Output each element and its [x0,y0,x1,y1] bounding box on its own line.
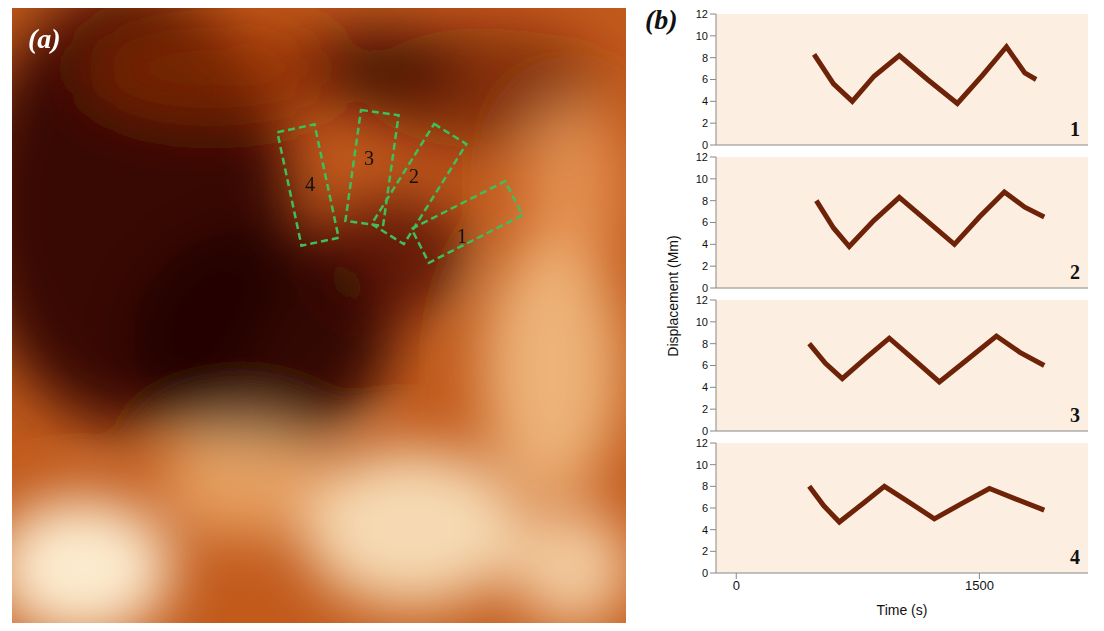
svg-text:12: 12 [696,8,708,20]
svg-text:4: 4 [702,381,708,393]
svg-text:4: 4 [702,238,708,250]
html-text:Displacement (Mm): Displacement (Mm) [665,235,681,357]
svg-text:0: 0 [702,425,708,437]
svg-text:2: 2 [702,403,708,415]
svg-text:4: 4 [702,95,708,107]
svg-text:10: 10 [696,30,708,42]
svg-text:8: 8 [702,338,708,350]
svg-text:6: 6 [702,359,708,371]
html-text:1: 1 [1070,118,1080,140]
svg-text:10: 10 [696,459,708,471]
svg-text:2: 2 [702,117,708,129]
svg-text:12: 12 [696,294,708,306]
svg-text:(a): (a) [28,23,61,54]
svg-text:10: 10 [696,316,708,328]
svg-text:8: 8 [702,195,708,207]
svg-text:6: 6 [702,73,708,85]
svg-text:6: 6 [702,216,708,228]
svg-text:0: 0 [702,567,708,579]
svg-text:12: 12 [696,151,708,163]
svg-text:8: 8 [702,52,708,64]
svg-text:1: 1 [457,225,467,247]
html-text:4: 4 [1070,546,1080,568]
svg-text:3: 3 [364,147,374,169]
svg-text:Time (s): Time (s) [877,602,928,618]
svg-text:2: 2 [409,165,419,187]
svg-text:0: 0 [702,139,708,151]
svg-text:4: 4 [305,173,315,195]
svg-text:1500: 1500 [965,578,994,593]
html-text:3: 3 [1070,404,1080,426]
svg-text:0: 0 [733,578,740,593]
html-text:(b): (b) [645,4,678,35]
svg-text:4: 4 [702,524,708,536]
svg-text:2: 2 [702,260,708,272]
svg-text:12: 12 [696,437,708,449]
svg-text:0: 0 [702,282,708,294]
svg-text:6: 6 [702,502,708,514]
html-text:2: 2 [1070,261,1080,283]
svg-text:2: 2 [702,545,708,557]
svg-text:8: 8 [702,480,708,492]
svg-text:10: 10 [696,173,708,185]
